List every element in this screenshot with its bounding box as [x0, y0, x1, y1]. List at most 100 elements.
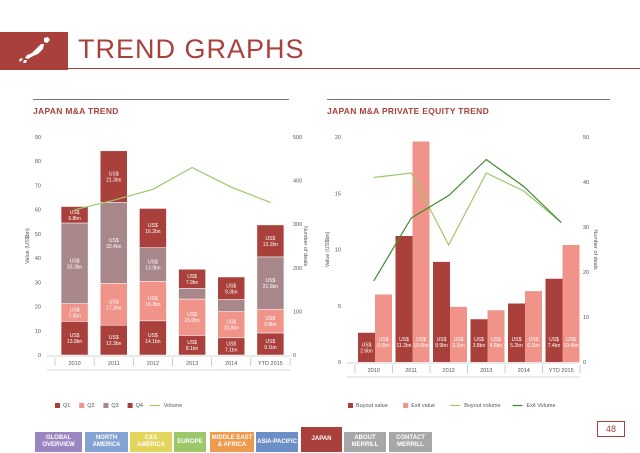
- chart1-data-label-amount: 17.3bn: [106, 305, 122, 311]
- nav-tab-north-america[interactable]: NORTH AMERICA: [85, 432, 128, 452]
- chart2-bar-exit: [525, 291, 542, 362]
- nav-tab-global-overview[interactable]: GLOBAL OVERVIEW: [35, 432, 82, 452]
- chart2-ytick: 10: [335, 248, 341, 254]
- nav-tab-label: EUROPE: [177, 438, 203, 445]
- chart2-y2tick: 20: [583, 270, 589, 276]
- chart2-data-label-currency: US$: [379, 337, 389, 343]
- nav-tab-label: ABOUT MERRILL: [351, 435, 379, 448]
- chart1-ytick: 30: [35, 280, 41, 286]
- chart2-legend-swatch: [403, 403, 409, 408]
- chart2-line-buyout-volume: [373, 172, 562, 247]
- chart2-data-label-amount: 8.9bn: [435, 343, 448, 349]
- chart2-data-label-amount: 10.4bn: [563, 343, 579, 349]
- chart1-bar-q3: [256, 256, 285, 310]
- chart1-title: JAPAN M&A TREND: [33, 106, 119, 116]
- chart1-data-label-amount: 6.8bn: [68, 216, 81, 222]
- chart1-data-label-amount: 9.3bn: [225, 289, 238, 295]
- chart1-bar-q2: [100, 283, 128, 326]
- chart1-xlabel: 2012: [147, 361, 159, 367]
- chart1-data-label-currency: US$: [226, 320, 236, 326]
- chart1-data-label-amount: 21.6bn: [263, 284, 279, 290]
- chart1-data-label-currency: US$: [109, 299, 119, 305]
- nav-tab-label: GLOBAL OVERVIEW: [42, 435, 75, 448]
- chart1-bar-q4: [100, 150, 128, 203]
- chart2-bar-exit: [412, 141, 430, 362]
- chart1-bar-q3: [139, 247, 167, 282]
- chart1-ytick: 40: [35, 256, 41, 262]
- chart1-ytick: 20: [35, 305, 41, 311]
- chart1-data-label-currency: US$: [148, 223, 158, 229]
- chart2-data-label-amount: 3.1bn: [452, 343, 465, 349]
- chart1-ylabel: Value (US$bn): [25, 228, 31, 264]
- chart2-data-label-amount: 3.8bn: [473, 343, 486, 349]
- chart1-bar-q1: [139, 320, 167, 356]
- nav-tab-asia-pacific[interactable]: ASIA-PACIFIC: [256, 432, 298, 452]
- chart1-ytick: 60: [35, 208, 41, 214]
- chart1-data-label-currency: US$: [70, 333, 80, 339]
- chart1-title-rule: [33, 99, 289, 100]
- chart1-data-label-amount: 13.9bn: [67, 339, 83, 345]
- chart2-data-label-amount: 2.6bn: [360, 348, 373, 354]
- chart1-bar-q3: [60, 222, 89, 304]
- chart1-data-label-amount: 33.4bn: [106, 244, 122, 250]
- chart1-legend-label: Q3: [111, 403, 118, 409]
- nav-tab-japan[interactable]: JAPAN: [301, 427, 342, 452]
- chart1-data-label-currency: US$: [266, 278, 276, 284]
- chart2-bar-buyout: [545, 278, 563, 362]
- chart1-xlabel: YTD 2015: [258, 361, 283, 367]
- chart1-data-label-amount: 8.1bn: [186, 346, 199, 352]
- nav-tab-contact-merrill[interactable]: CONTACT MERRILL: [389, 432, 432, 452]
- chart2-y2tick: 50: [583, 135, 589, 141]
- chart1-xlabel: 2010: [68, 361, 80, 367]
- header-icon-box: [0, 32, 68, 70]
- chart1-y2tick: 300: [293, 222, 302, 228]
- chart2-data-label-currency: US$: [454, 337, 464, 343]
- chart1-ytick: 80: [35, 159, 41, 165]
- nav-tab-c-s-america[interactable]: C&S AMERICA: [130, 432, 172, 452]
- chart1-data-label-currency: US$: [266, 316, 276, 322]
- chart1-legend-label: Q4: [136, 403, 143, 409]
- chart2-xlabel: 2011: [405, 368, 417, 374]
- chart1-legend-label: Q1: [63, 403, 70, 409]
- chart1-bar-q4: [256, 224, 285, 258]
- page-number: 48: [597, 421, 625, 437]
- chart1-data-label-amount: 9.1bn: [264, 345, 277, 351]
- nav-tab-middle-east-africa[interactable]: MIDDLE EAST & AFRICA: [210, 432, 254, 452]
- chart2-xlabel: 2010: [368, 368, 380, 374]
- chart2-ylabel: Value (US$bn): [325, 232, 331, 268]
- chart2-y2tick: 40: [583, 180, 589, 186]
- chart1-bar-q4: [217, 276, 245, 300]
- chart2-data-label-currency: US$: [549, 337, 559, 343]
- chart1-xlabel: 2011: [108, 361, 120, 367]
- chart2-bar-exit: [450, 306, 467, 362]
- chart1-data-label-currency: US$: [226, 341, 236, 347]
- chart1-ytick: 50: [35, 232, 41, 238]
- chart1-data-label-amount: 7.1bn: [225, 347, 238, 353]
- japan-map-icon: [19, 37, 50, 63]
- chart2-data-label-amount: 6.1bn: [527, 343, 540, 349]
- chart2-ytick: 0: [338, 360, 341, 366]
- chart2-data-label-currency: US$: [512, 337, 522, 343]
- chart1-legend-swatch: [103, 403, 109, 408]
- chart2-bar-buyout: [358, 332, 375, 362]
- chart2-line-exit-volume: [373, 158, 562, 282]
- chart2-data-label-currency: US$: [566, 337, 576, 343]
- chart2-data-label-amount: 4.6bn: [490, 343, 503, 349]
- chart1-data-label-amount: 33.3bn: [67, 264, 83, 270]
- chart2-legend-label: Buyout value: [356, 403, 388, 409]
- chart1-legend-label: Q2: [87, 403, 94, 409]
- chart1-data-label-amount: 9.8bn: [264, 322, 277, 328]
- chart1-bar-q4: [178, 269, 206, 289]
- chart2-legend-label: Exit value: [411, 403, 435, 409]
- chart1-xlabel: 2013: [186, 361, 198, 367]
- nav-tab-europe[interactable]: EUROPE: [174, 432, 206, 452]
- chart1-data-label-currency: US$: [187, 340, 197, 346]
- nav-tab-about-merrill[interactable]: ABOUT MERRILL: [344, 432, 386, 452]
- chart2-ytick: 5: [338, 304, 341, 310]
- chart2-bar-buyout: [508, 303, 525, 362]
- chart1-data-label-amount: 12.3bn: [106, 341, 122, 347]
- chart1-data-label-amount: 21.3bn: [106, 178, 122, 184]
- chart2-legend-label: Buyout volume: [464, 403, 500, 409]
- chart2-xlabel: 2013: [480, 368, 492, 374]
